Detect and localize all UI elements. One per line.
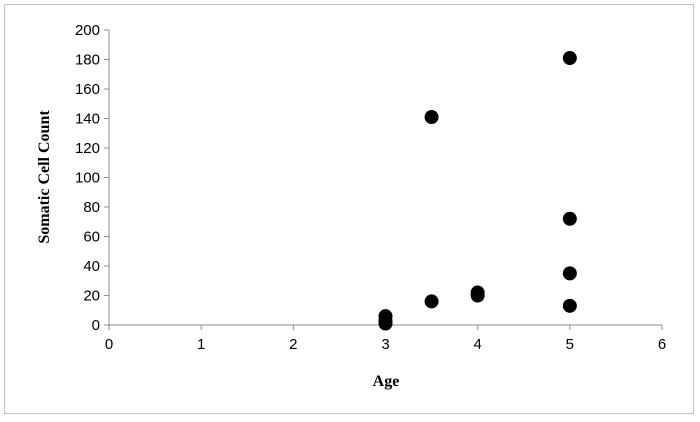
y-tick-label: 40 [83, 258, 100, 275]
chart-frame [4, 4, 694, 414]
y-tick-label: 200 [75, 22, 100, 39]
x-tick-label: 0 [105, 336, 113, 353]
data-point [562, 211, 577, 226]
x-tick-label: 4 [473, 336, 481, 353]
y-axis: 0 20 40 60 80 100 120 140 160 180 200 [75, 22, 110, 334]
x-tick-label: 5 [566, 336, 574, 353]
data-point [378, 309, 393, 324]
y-tick-label: 60 [83, 229, 100, 246]
y-tick-label: 140 [75, 111, 100, 128]
data-point [562, 298, 577, 313]
y-tick-label: 120 [75, 140, 100, 157]
data-points [378, 51, 577, 331]
y-tick-label: 180 [75, 52, 100, 69]
x-tick-label: 1 [197, 336, 205, 353]
y-axis-title: Somatic Cell Count [36, 110, 53, 244]
x-tick-label: 6 [658, 336, 666, 353]
y-tick-label: 160 [75, 81, 100, 98]
y-tick-label: 100 [75, 170, 100, 187]
y-tick-label: 80 [83, 199, 100, 216]
data-point [424, 294, 439, 309]
x-axis-title: Age [373, 373, 400, 390]
x-tick-label: 3 [381, 336, 389, 353]
data-point [562, 51, 577, 66]
y-tick-label: 20 [83, 288, 100, 305]
data-point [562, 266, 577, 281]
data-point [470, 285, 485, 300]
data-point [424, 110, 439, 125]
x-tick-label: 2 [289, 336, 297, 353]
y-tick-label: 0 [92, 317, 100, 334]
